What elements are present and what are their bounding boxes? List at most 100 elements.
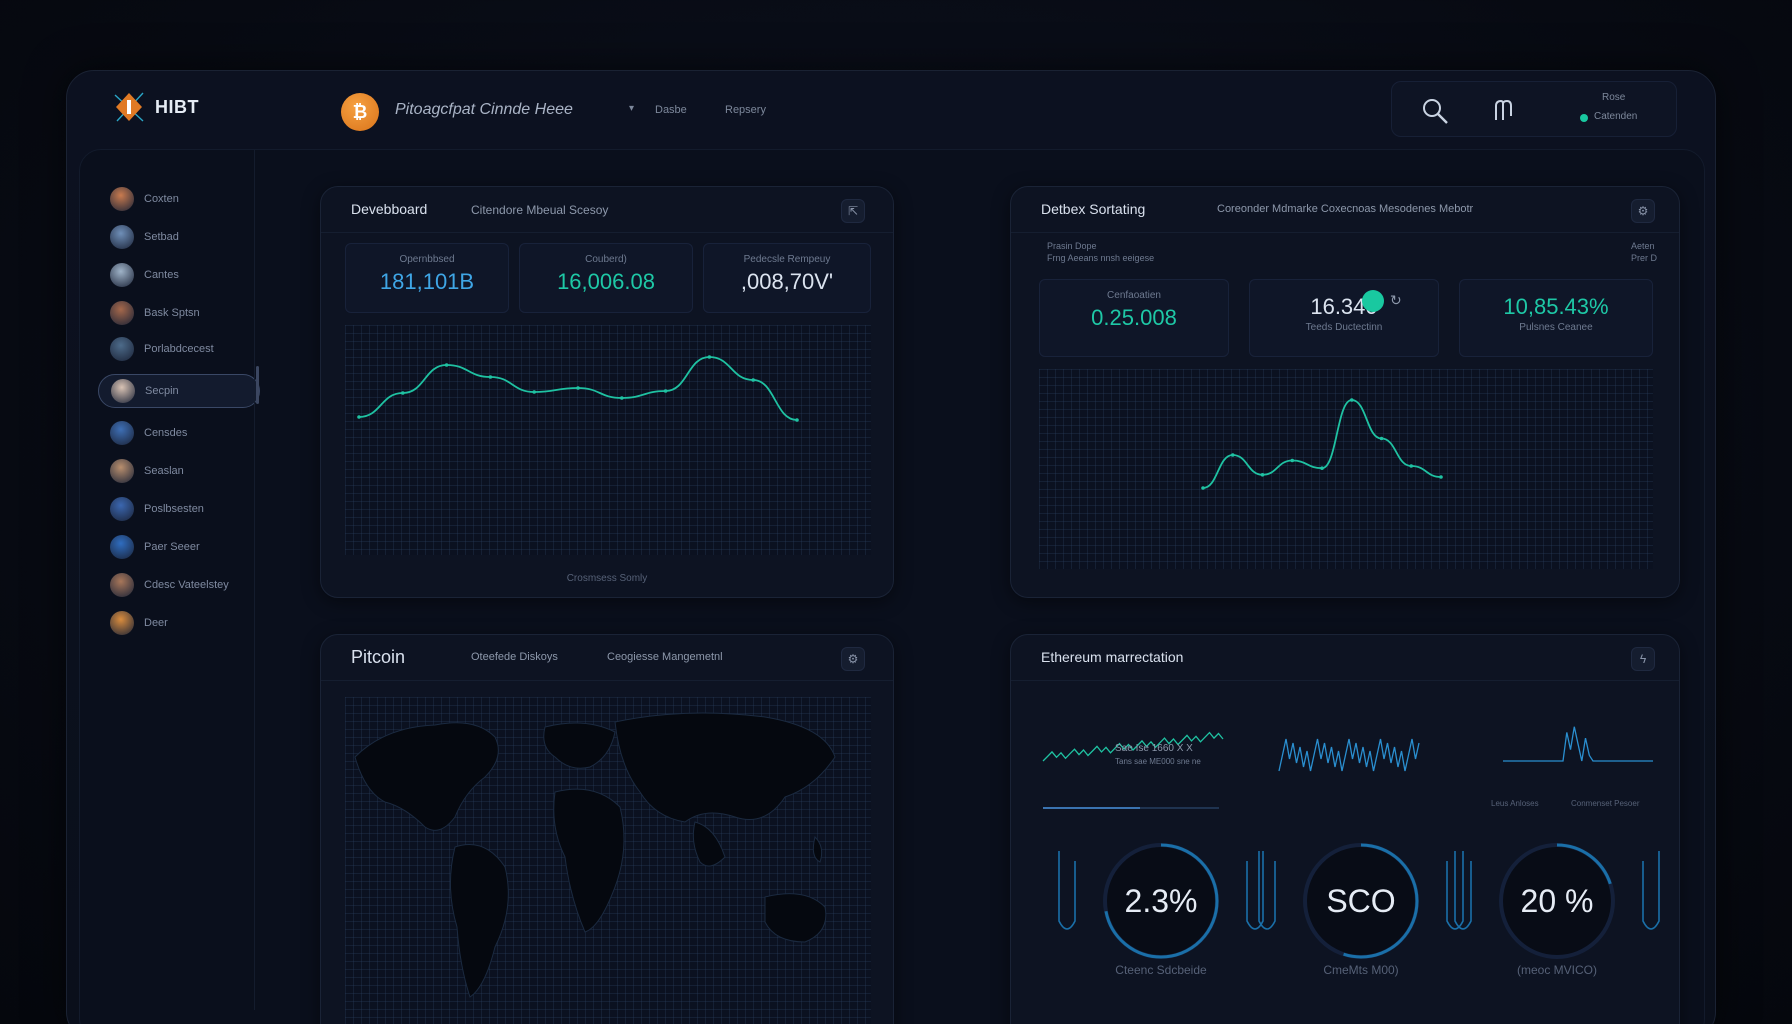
chart-area: [1039, 369, 1653, 569]
settings-icon[interactable]: ⚙: [841, 647, 865, 671]
avatar: [110, 497, 134, 521]
mini-waveform: [1278, 738, 1420, 772]
sidebar-item-label: Paer Seeer: [144, 541, 200, 553]
top-bar: HIBT ₿ Pitoagcfpat Cinnde Heee ▾ Dasbe R…: [67, 71, 1715, 141]
meta-label: Frng Aeeans nnsh eeigese: [1047, 253, 1155, 263]
expand-icon[interactable]: ⇱: [841, 199, 865, 223]
stat-card: Cenfaoatien 0.25.008: [1039, 279, 1229, 357]
avatar: [110, 263, 134, 287]
dashboard-chart-point: [707, 355, 712, 359]
sorting-chart-point: [1201, 486, 1205, 490]
stat-value: 16.340: [1310, 294, 1378, 319]
avatar: [110, 573, 134, 597]
sidebar-item[interactable]: Coxten: [94, 182, 244, 216]
gauge-arc: [1103, 843, 1219, 959]
sidebar: Coxten Setbad Cantes Bask Sptsn Porlabdceces…: [94, 180, 264, 1020]
sidebar-item[interactable]: Secpin: [98, 374, 260, 408]
sorting-chart-point: [1320, 466, 1324, 470]
stat-card: 10,85.43% Pulsnes Ceanee: [1459, 279, 1653, 357]
stat-label: Teeds Ductectinn: [1305, 322, 1383, 333]
avatar: [110, 459, 134, 483]
sidebar-item-label: Bask Sptsn: [144, 307, 200, 319]
sidebar-item-label: Setbad: [144, 231, 179, 243]
chevron-down-icon[interactable]: ▾: [629, 103, 635, 114]
avatar: [110, 611, 134, 635]
main-content: Coxten Setbad Cantes Bask Sptsn Porlabdceces…: [79, 149, 1705, 1024]
dashboard-chart-point: [532, 390, 536, 394]
sidebar-item-label: Deer: [144, 617, 168, 629]
panel-subtitle[interactable]: Oteefede Diskoys: [471, 651, 558, 663]
page-title: Pitoagcfpat Cinnde Heee: [395, 101, 573, 118]
sidebar-item-label: Porlabdcecest: [144, 343, 214, 355]
dashboard-chart-point: [401, 391, 405, 395]
sidebar-item[interactable]: Paer Seeer: [94, 530, 244, 564]
gauge-arc: [1303, 843, 1419, 959]
stat-label: Pedecsle Rempeuy: [743, 254, 831, 265]
gauge-label: (meoc MVICO): [1516, 963, 1597, 977]
sorting-chart-point: [1439, 475, 1443, 479]
progress-fill: [1043, 807, 1140, 809]
brand-name: HIBT: [155, 96, 199, 117]
sidebar-item[interactable]: Setbad: [94, 220, 244, 254]
stat-card: Pedecsle Rempeuy ,008,70V': [703, 243, 871, 313]
settings-icon[interactable]: ⚙: [1631, 199, 1655, 223]
panel-subtitle: Citendore Mbeual Scesoy: [471, 203, 609, 217]
user-icon[interactable]: [1488, 96, 1518, 126]
brand-logo[interactable]: HIBT: [111, 89, 199, 125]
nav-link-report[interactable]: Repsery: [725, 104, 766, 116]
search-icon[interactable]: [1420, 96, 1450, 126]
panel-subtitle: Coreonder Mdmarke Coxecnoas Mesodenes Me…: [1217, 203, 1474, 215]
sidebar-item[interactable]: Censdes: [94, 416, 244, 450]
gauge-label: CmeMts M00): [1323, 963, 1399, 977]
gauge-side-wave: [1246, 851, 1264, 930]
avatar: [110, 225, 134, 249]
chart-footer: Crosmsess Somly: [566, 573, 648, 584]
sidebar-item[interactable]: Bask Sptsn: [94, 296, 244, 330]
sidebar-item[interactable]: Poslbsesten: [94, 492, 244, 526]
gauge-side-wave: [1642, 851, 1660, 930]
meta-label: Prasin Dope: [1047, 241, 1097, 251]
sidebar-scrollbar[interactable]: [256, 366, 259, 404]
meta-label: Aeten: [1631, 241, 1655, 251]
sorting-line-chart: [1201, 398, 1443, 490]
sidebar-item[interactable]: Cantes: [94, 258, 244, 292]
dashboard-chart-point: [663, 389, 668, 393]
gauge-value: 20 %: [1520, 883, 1594, 919]
sidebar-item-label: Coxten: [144, 193, 179, 205]
sidebar-item-label: Censdes: [144, 427, 188, 439]
mini-chart-text: Sae Ise 1660 X X: [1115, 743, 1193, 754]
stat-card: 16.340 Teeds Ductectinn ↻: [1249, 279, 1439, 357]
stat-label: Opernbbsed: [399, 254, 455, 265]
sidebar-item-label: Cantes: [144, 269, 179, 281]
sidebar-item[interactable]: Cdesc Vateelstey: [94, 568, 244, 602]
status-label: Catenden: [1594, 111, 1638, 122]
sidebar-item[interactable]: Deer: [94, 606, 244, 640]
sorting-chart-point: [1409, 464, 1414, 468]
dashboard-panel: Devebboard Citendore Mbeual Scesoy ⇱ Ope…: [320, 186, 894, 598]
profile-label[interactable]: Rose: [1602, 92, 1626, 103]
mini-waveform: [1042, 731, 1224, 762]
panel-header: Pitcoin Oteefede Diskoys Ceogiesse Mange…: [321, 635, 893, 681]
gauge-row: [1058, 843, 1660, 959]
app-window: HIBT ₿ Pitoagcfpat Cinnde Heee ▾ Dasbe R…: [66, 70, 1716, 1024]
status-dot-icon: [1580, 114, 1588, 122]
meta-label: Prer D: [1631, 253, 1658, 263]
dashboard-chart-point: [795, 418, 799, 422]
lightning-icon[interactable]: ϟ: [1631, 647, 1655, 671]
dashboard-chart-point: [357, 415, 361, 419]
bitcoin-icon[interactable]: ₿: [341, 93, 379, 131]
chart-area: [345, 325, 871, 555]
gauge-arc: [1499, 843, 1615, 959]
panel-subtitle[interactable]: Ceogiesse Mangemetnl: [607, 651, 723, 663]
sidebar-item-label: Cdesc Vateelstey: [144, 579, 229, 591]
sorting-chart-point: [1230, 453, 1235, 457]
mini-chart-label: Leus Anloses: [1491, 799, 1539, 808]
bitcoin-map-panel: Pitcoin Oteefede Diskoys Ceogiesse Mange…: [320, 634, 894, 1024]
nav-link-dashboard[interactable]: Dasbe: [655, 104, 687, 116]
sidebar-item[interactable]: Seaslan: [94, 454, 244, 488]
sorting-chart-point: [1349, 398, 1354, 402]
refresh-icon[interactable]: ↻: [1390, 292, 1402, 308]
sidebar-item[interactable]: Porlabdcecest: [94, 332, 244, 366]
panel-title: Pitcoin: [351, 647, 406, 667]
avatar: [111, 379, 135, 403]
